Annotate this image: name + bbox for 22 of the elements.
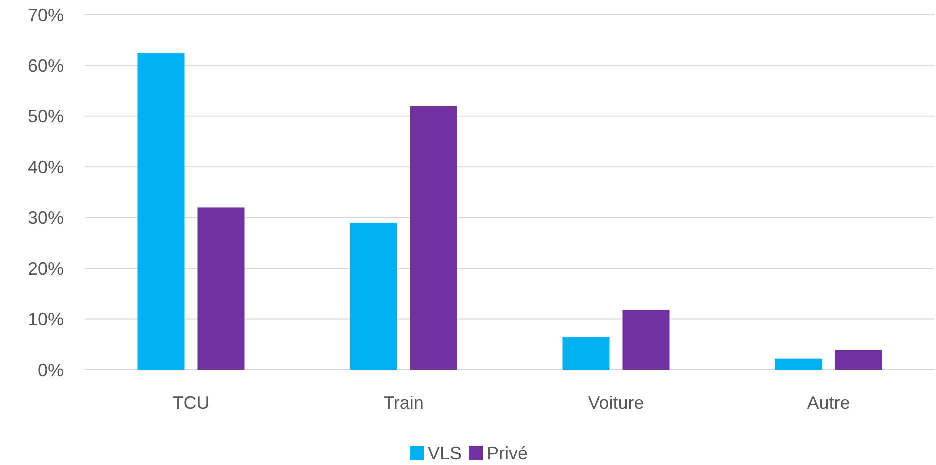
bar: [350, 222, 398, 370]
x-tick-label: Train: [384, 393, 424, 413]
y-tick-label: 30%: [28, 208, 64, 228]
y-tick-label: 10%: [28, 310, 64, 330]
bar: [198, 208, 245, 370]
bar: [775, 358, 822, 370]
legend-label: VLS: [428, 443, 462, 464]
x-tick-label: TCU: [172, 393, 210, 413]
bar: [622, 310, 670, 370]
x-tick-label: Autre: [807, 393, 850, 413]
y-tick-label: 70%: [28, 5, 64, 26]
y-tick-label: 60%: [28, 56, 64, 76]
y-tick-label: 0%: [38, 360, 64, 380]
y-tick-label: 40%: [28, 157, 64, 178]
bar: [410, 106, 458, 370]
bar: [835, 350, 882, 370]
y-tick-label: 50%: [28, 106, 64, 127]
legend-label: Privé: [487, 443, 528, 464]
y-tick-label: 20%: [28, 258, 64, 279]
x-tick-label: Voiture: [588, 393, 644, 413]
bar: [562, 337, 610, 370]
bar: [138, 53, 185, 370]
